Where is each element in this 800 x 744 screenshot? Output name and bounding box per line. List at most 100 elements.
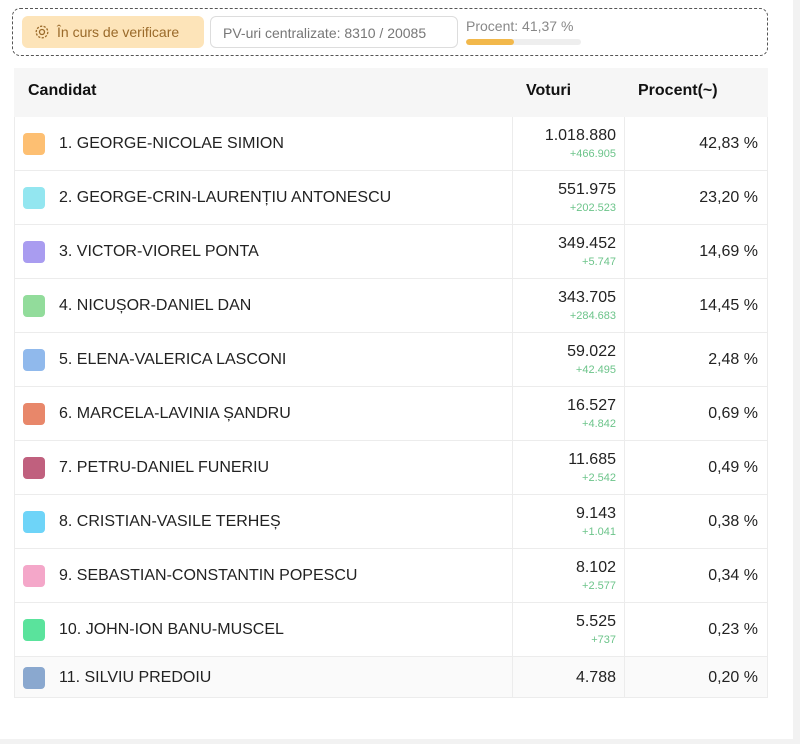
candidate-name: 11. SILVIU PREDOIU [59, 668, 212, 686]
percent: 42,83 % [699, 135, 758, 152]
color-swatch [23, 666, 45, 689]
votes-cell: 11.685 +2.542 [512, 441, 625, 494]
candidate-name: 8. CRISTIAN-VASILE TERHEȘ [59, 513, 281, 530]
header-cell: Candidat [28, 82, 97, 99]
percent: 0,38 % [708, 513, 758, 530]
percent-cell: 2,48 % [624, 333, 767, 386]
status-bar [12, 8, 768, 56]
color-swatch [23, 241, 45, 263]
votes-cell: 59.022 +42.495 [512, 333, 625, 386]
percent: 0,69 % [708, 405, 758, 422]
percent: 14,45 % [699, 297, 758, 314]
votes-cell: 349.452 +5.747 [512, 225, 625, 278]
candidate-name: 9. SEBASTIAN-CONSTANTIN POPESCU [59, 567, 358, 584]
candidate-name: 1. GEORGE-NICOLAE SIMION [59, 135, 284, 152]
color-swatch [23, 295, 45, 317]
percent: 2,48 % [708, 351, 758, 368]
votes-cell: 16.527 +4.842 [512, 387, 625, 440]
color-swatch [23, 457, 45, 479]
votes: 4.788 [575, 668, 616, 686]
pv-text: PV-uri centralizate: 8310 / 20085 [223, 25, 427, 41]
votes-cell: 4.788 [512, 657, 625, 697]
percent-cell: 14,69 % [624, 225, 767, 278]
table-row: 6. MARCELA-LAVINIA ȘANDRU 16.527 +4.842 0,6… [14, 387, 768, 441]
table-header: Candidat Voturi Procent(~) [14, 68, 768, 117]
color-swatch [23, 133, 45, 155]
votes-delta: +5.747 [582, 256, 616, 268]
status-text: În curs de verificare [57, 24, 180, 40]
votes: 9.143 [575, 505, 616, 522]
votes-cell: 343.705 +284.683 [512, 279, 625, 332]
table-row: 7. PETRU-DANIEL FUNERIU 11.685 +2.542 0,49 … [14, 441, 768, 495]
name-cell: 1. GEORGE-NICOLAE SIMION [15, 117, 513, 170]
progress-track [466, 39, 581, 45]
percent-cell: 42,83 % [624, 117, 767, 170]
candidate-name: 5. ELENA-VALERICA LASCONI [59, 351, 287, 368]
name-cell: 9. SEBASTIAN-CONSTANTIN POPESCU [15, 549, 513, 602]
name-cell: 5. ELENA-VALERICA LASCONI [15, 333, 513, 386]
progress-fill [466, 39, 514, 45]
votes: 343.705 [558, 289, 616, 306]
name-cell: 8. CRISTIAN-VASILE TERHEȘ [15, 495, 513, 548]
percent-cell: 0,20 % [624, 657, 767, 697]
percent-cell: 0,23 % [624, 603, 767, 656]
votes: 5.525 [575, 613, 616, 630]
votes: 11.685 [568, 451, 616, 468]
candidate-name: 4. NICUȘOR-DANIEL DAN [59, 297, 252, 314]
percent-cell: 0,34 % [624, 549, 767, 602]
votes: 8.102 [575, 559, 616, 576]
header-cell: Voturi [526, 82, 572, 99]
percent: 14,69 % [699, 243, 758, 260]
status-badge: În curs de verificare [22, 16, 204, 48]
candidate-name: 10. JOHN-ION BANU-MUSCEL [59, 621, 284, 638]
name-cell: 4. NICUȘOR-DANIEL DAN [15, 279, 513, 332]
votes-delta: +2.577 [582, 580, 616, 592]
votes-delta: +4.842 [582, 418, 616, 430]
votes: 1.018.880 [544, 127, 616, 144]
table-row: 1. GEORGE-NICOLAE SIMION 1.018.880 +466.90… [14, 117, 768, 171]
candidate-name: 7. PETRU-DANIEL FUNERIU [59, 459, 270, 476]
table-row: 8. CRISTIAN-VASILE TERHEȘ 9.143 +1.041 0,38… [14, 495, 768, 549]
votes-cell: 5.525 +737 [512, 603, 625, 656]
bottom-edge [0, 739, 800, 744]
votes-delta: +2.542 [582, 472, 616, 484]
color-swatch [23, 565, 45, 587]
percent: 0,49 % [708, 459, 758, 476]
pv-box: PV-uri centralizate: 8310 / 20085 [210, 16, 458, 48]
name-cell: 6. MARCELA-LAVINIA ȘANDRU [15, 387, 513, 440]
name-cell: 11. SILVIU PREDOIU [15, 657, 513, 697]
header-cell: Procent(~) [638, 82, 718, 99]
name-cell: 7. PETRU-DANIEL FUNERIU [15, 441, 513, 494]
votes: 16.527 [567, 397, 616, 414]
votes-cell: 9.143 +1.041 [512, 495, 625, 548]
table-row: 9. SEBASTIAN-CONSTANTIN POPESCU 8.102 +2.5… [14, 549, 768, 603]
color-swatch [23, 511, 45, 533]
table-row: 5. ELENA-VALERICA LASCONI 59.022 +42.495 2,… [14, 333, 768, 387]
votes: 551.975 [558, 181, 616, 198]
percent-cell: 0,69 % [624, 387, 767, 440]
votes-delta: +284.683 [569, 310, 616, 322]
table-row: 11. SILVIU PREDOIU 4.788 0,20 % [14, 657, 768, 698]
color-swatch [23, 619, 45, 641]
votes: 59.022 [567, 343, 616, 360]
votes-delta: +1.041 [582, 526, 616, 538]
gear-icon [35, 25, 49, 39]
votes-delta: +202.523 [569, 202, 616, 214]
table-row: 2. GEORGE-CRIN-LAURENȚIU ANTONESCU 551.97… [14, 171, 768, 225]
table-row: 3. VICTOR-VIOREL PONTA 349.452 +5.747 14,69… [14, 225, 768, 279]
votes-cell: 1.018.880 +466.905 [512, 117, 625, 170]
votes-delta: +737 [591, 634, 616, 646]
percent-label: Procent: 41,37 % [466, 18, 574, 34]
name-cell: 10. JOHN-ION BANU-MUSCEL [15, 603, 513, 656]
candidate-name: 2. GEORGE-CRIN-LAURENȚIU ANTONESCU [59, 189, 392, 206]
color-swatch [23, 403, 45, 425]
votes-cell: 8.102 +2.577 [512, 549, 625, 602]
scroll-edge [793, 0, 800, 744]
name-cell: 3. VICTOR-VIOREL PONTA [15, 225, 513, 278]
votes-delta: +42.495 [575, 364, 616, 376]
percent-cell: 0,38 % [624, 495, 767, 548]
table-row: 10. JOHN-ION BANU-MUSCEL 5.525 +737 0,23 % [14, 603, 768, 657]
percent-cell: 23,20 % [624, 171, 767, 224]
name-cell: 2. GEORGE-CRIN-LAURENȚIU ANTONESCU [15, 171, 513, 224]
percent-cell: 0,49 % [624, 441, 767, 494]
